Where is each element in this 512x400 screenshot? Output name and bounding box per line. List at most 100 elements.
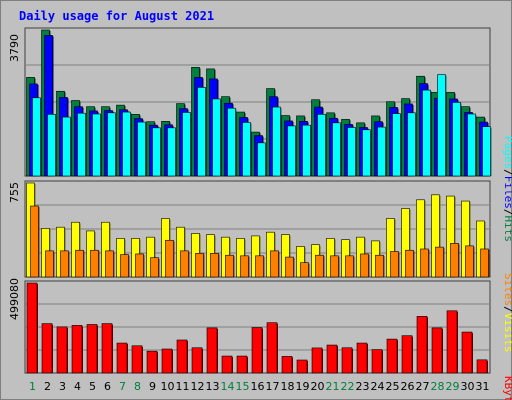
- visits-max-label: 755: [8, 182, 21, 203]
- day-label: 29: [446, 380, 460, 393]
- day-label: 22: [341, 380, 355, 393]
- kbytes-bar: [146, 350, 158, 374]
- day-label: 4: [74, 380, 81, 393]
- kbytes-bar: [221, 355, 233, 374]
- kbytes-bar: [86, 324, 98, 374]
- pages-bar: [257, 142, 266, 177]
- sites-bar: [150, 257, 159, 278]
- legend-files: Files: [502, 176, 512, 209]
- sites-bar: [75, 249, 84, 278]
- pages-bar: [92, 113, 101, 177]
- legend-visits: Visits: [502, 313, 512, 353]
- pages-bar: [287, 125, 296, 177]
- pages-bar: [62, 116, 71, 177]
- pages-bar: [437, 74, 446, 177]
- sites-bar: [30, 205, 39, 278]
- day-label: 21: [326, 380, 340, 393]
- sites-bar: [225, 254, 234, 278]
- sites-bar: [195, 253, 204, 278]
- kbytes-bar: [326, 344, 338, 374]
- day-label: 20: [311, 380, 325, 393]
- chart-title: Daily usage for August 2021: [19, 9, 214, 23]
- pages-bar: [317, 114, 326, 177]
- sites-bar: [255, 255, 264, 278]
- hits-max-label: 3790: [8, 34, 21, 62]
- kbytes-bar: [416, 316, 428, 374]
- day-label: 13: [206, 380, 220, 393]
- kbytes-bar: [191, 347, 203, 374]
- pages-bar: [47, 114, 56, 177]
- visits-panel: [24, 180, 491, 278]
- pages-bar: [137, 121, 146, 177]
- day-label: 19: [296, 380, 310, 393]
- pages-bar: [482, 126, 491, 177]
- day-label: 11: [176, 380, 190, 393]
- day-label: 6: [104, 380, 111, 393]
- sites-bar: [90, 249, 99, 278]
- sites-bar: [330, 255, 339, 278]
- sites-bar: [300, 262, 309, 278]
- sites-bar: [135, 253, 144, 278]
- sites-bar: [420, 248, 429, 278]
- pages-bar: [452, 102, 461, 177]
- day-labels: 1 2 3 4 5 6 7 8 9 10 11 12 13 14 15 16 17 18 19 20 21 22 23 24 2…: [29, 380, 490, 393]
- pages-bar: [227, 107, 236, 177]
- day-label: 25: [386, 380, 400, 393]
- sites-bar: [270, 250, 279, 278]
- sites-bar: [120, 254, 129, 278]
- hits-legend: Pages/Files/Hits: [502, 136, 512, 242]
- pages-bar: [272, 106, 281, 177]
- legend-sites: Sites: [502, 273, 512, 306]
- sites-bar: [465, 245, 474, 278]
- kbytes-bar: [281, 356, 293, 374]
- kbytes-bar: [341, 347, 353, 374]
- kbytes-bar: [266, 322, 278, 374]
- sites-bar: [360, 253, 369, 278]
- kbytes-bar: [41, 323, 53, 374]
- kbytes-bar: [296, 359, 308, 374]
- pages-bar: [32, 97, 41, 177]
- day-label: 1: [29, 380, 36, 393]
- day-label: 30: [461, 380, 475, 393]
- kbytes-max-label: 499080: [8, 278, 21, 320]
- sites-bar: [105, 250, 114, 278]
- kbytes-bar: [476, 359, 488, 374]
- pages-bar: [167, 127, 176, 177]
- sites-bar: [285, 256, 294, 278]
- kbytes-bar: [101, 323, 113, 374]
- pages-bar: [302, 124, 311, 177]
- pages-bar: [332, 122, 341, 177]
- sites-bar: [210, 253, 219, 278]
- sites-bar: [165, 239, 174, 278]
- visits-legend: Sites/Visits: [502, 273, 512, 353]
- day-label: 12: [191, 380, 205, 393]
- kbytes-bar: [431, 327, 443, 374]
- kbytes-bar: [56, 326, 68, 374]
- day-label: 15: [236, 380, 250, 393]
- kbytes-bar: [446, 310, 458, 374]
- sites-bar: [375, 254, 384, 278]
- kbytes-bar: [371, 349, 383, 374]
- legend-hits: Hits: [502, 216, 512, 243]
- kbytes-legend: KBytes: [502, 376, 512, 400]
- pages-bar: [362, 129, 371, 177]
- day-label: 3: [59, 380, 66, 393]
- day-label: 9: [149, 380, 156, 393]
- legend-sep: /: [502, 169, 512, 176]
- day-label: 2: [44, 380, 51, 393]
- sites-bar: [240, 255, 249, 278]
- kbytes-bar: [206, 327, 218, 374]
- day-label: 27: [416, 380, 430, 393]
- sites-bar: [480, 248, 489, 278]
- legend-pages: Pages: [502, 136, 512, 169]
- day-label: 7: [119, 380, 126, 393]
- kbytes-bar: [161, 348, 173, 374]
- pages-bar: [467, 113, 476, 177]
- kbytes-bar: [26, 282, 38, 374]
- sites-bar: [180, 250, 189, 278]
- hits-panel: [24, 27, 492, 177]
- day-label: 17: [266, 380, 280, 393]
- sites-bar: [345, 255, 354, 278]
- kbytes-bar: [356, 342, 368, 374]
